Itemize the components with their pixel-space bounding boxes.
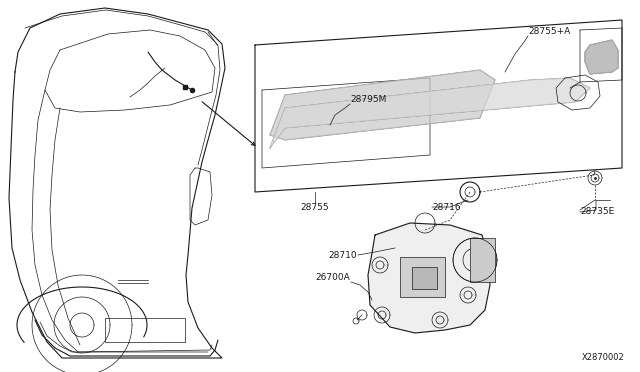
Text: 28755: 28755 xyxy=(301,202,330,212)
Polygon shape xyxy=(368,223,490,333)
Text: 28716: 28716 xyxy=(432,202,461,212)
Text: 28710: 28710 xyxy=(328,250,357,260)
Polygon shape xyxy=(270,70,495,140)
Bar xyxy=(412,267,437,289)
Polygon shape xyxy=(585,40,618,74)
Text: 28795M: 28795M xyxy=(350,96,387,105)
Bar xyxy=(470,238,495,282)
Text: 28735E: 28735E xyxy=(580,208,614,217)
Bar xyxy=(105,318,185,342)
Text: 28755+A: 28755+A xyxy=(528,28,570,36)
Text: 26700A: 26700A xyxy=(316,273,350,282)
Polygon shape xyxy=(270,78,590,148)
Bar xyxy=(400,257,445,297)
Text: X2870002: X2870002 xyxy=(582,353,625,362)
